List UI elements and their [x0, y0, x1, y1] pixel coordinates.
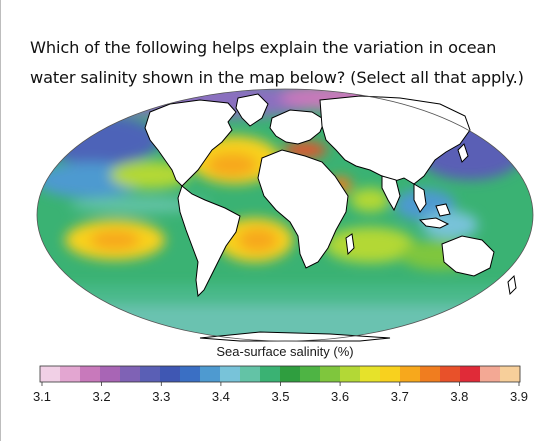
legend-swatch: [160, 366, 181, 382]
legend-tick-label: 3.1: [32, 389, 52, 404]
legend-swatch: [260, 366, 281, 382]
legend-swatch: [40, 366, 61, 382]
legend-swatch: [80, 366, 101, 382]
legend-swatch: [180, 366, 201, 382]
europe: [269, 109, 326, 145]
southeast-asia: [413, 183, 427, 213]
legend-swatch: [240, 366, 261, 382]
question-text: Which of the following helps explain the…: [30, 33, 535, 93]
legend-tick-label: 3.2: [92, 389, 111, 404]
greenland: [235, 93, 269, 127]
legend-swatch: [320, 366, 341, 382]
india: [381, 175, 401, 212]
legend-color-bar: [39, 365, 521, 386]
australia: [441, 235, 495, 277]
borneo: [435, 203, 451, 217]
legend-tick-label: 3.4: [211, 389, 230, 404]
legend-swatch: [360, 366, 381, 382]
legend-swatch: [380, 366, 401, 382]
legend-tick-label: 3.5: [271, 389, 290, 404]
legend-swatch: [340, 366, 361, 382]
legend-swatch: [420, 366, 441, 382]
land-masses: [144, 93, 517, 342]
madagascar: [345, 233, 355, 256]
africa: [257, 149, 349, 269]
indonesia: [418, 217, 450, 229]
legend-swatch: [500, 366, 521, 382]
left-border: [0, 0, 1, 441]
legend-swatch: [440, 366, 461, 382]
antarctica-edge: [199, 331, 391, 342]
question-line-2: water salinity shown in the map below? (…: [30, 68, 524, 87]
legend-tick-label: 3.7: [390, 389, 409, 404]
legend-swatch: [140, 366, 161, 382]
legend-tick-label: 3.6: [331, 389, 350, 404]
legend-frame: [39, 365, 521, 383]
legend-tick-label: 3.3: [152, 389, 171, 404]
legend-swatch: [100, 366, 121, 382]
legend-swatch: [480, 366, 501, 382]
legend-swatch: [300, 366, 321, 382]
south-america: [177, 185, 241, 298]
legend-title: Sea-surface salinity (%): [216, 344, 354, 359]
globe-outline: [36, 88, 534, 342]
legend-swatch: [400, 366, 421, 382]
legend-swatch: [220, 366, 241, 382]
japan: [457, 143, 469, 163]
legend-tick-label: 3.9: [509, 389, 529, 404]
question-line-1: Which of the following helps explain the…: [30, 38, 497, 57]
legend-swatch: [460, 366, 481, 382]
north-america: [144, 99, 237, 187]
legend-swatch: [280, 366, 301, 382]
legend-swatch: [200, 366, 221, 382]
legend-swatch: [120, 366, 141, 382]
legend-tick-label: 3.8: [450, 389, 469, 404]
legend-swatch: [60, 366, 81, 382]
new-zealand: [507, 274, 517, 296]
